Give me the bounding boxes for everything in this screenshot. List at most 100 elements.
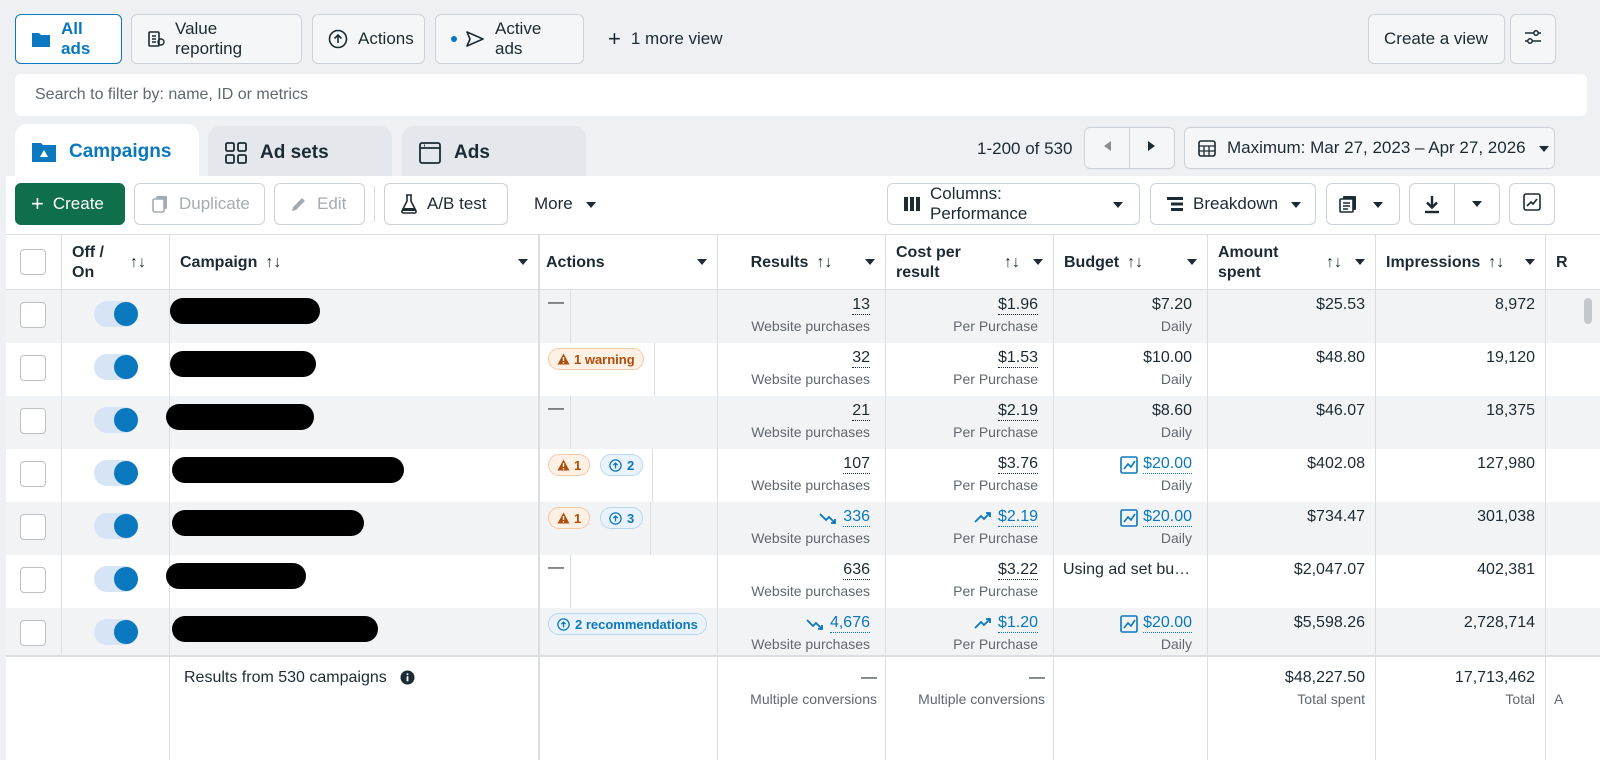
results-value[interactable]: 4,676 <box>806 614 870 633</box>
reports-button[interactable] <box>1326 183 1400 225</box>
results-value[interactable]: 32 <box>852 349 870 368</box>
campaign-toggle[interactable] <box>94 513 138 539</box>
view-actions[interactable]: Actions <box>312 14 425 64</box>
budget-amount[interactable]: $20.00 <box>1143 455 1192 474</box>
row-checkbox[interactable] <box>20 461 46 487</box>
column-menu-icon[interactable] <box>697 259 707 265</box>
duplicate-button[interactable]: Duplicate <box>134 183 265 225</box>
recommendation-badge[interactable]: 2 recommendations <box>548 613 707 635</box>
row-checkbox[interactable] <box>20 514 46 540</box>
search-input[interactable]: Search to filter by: name, ID or metrics <box>15 74 1587 116</box>
cost-number[interactable]: $3.76 <box>997 455 1038 474</box>
export-button[interactable] <box>1409 183 1500 225</box>
campaign-name-cell[interactable] <box>170 449 540 502</box>
warning-badge[interactable]: 1 warning <box>548 348 644 370</box>
row-checkbox[interactable] <box>20 355 46 381</box>
cost-number[interactable]: $2.19 <box>997 508 1038 527</box>
info-icon[interactable] <box>400 670 415 690</box>
cost-value[interactable]: $3.22 <box>997 561 1038 580</box>
cost-value[interactable]: $3.76 <box>997 455 1038 474</box>
view-settings-button[interactable] <box>1510 14 1556 64</box>
prev-page-button[interactable] <box>1084 127 1130 169</box>
table-row[interactable]: — 13 Website purchases $1.96 Per Purchas… <box>6 290 1600 343</box>
table-row[interactable]: 1 3 336 Website purchases $2.19 Per Purc… <box>6 502 1600 555</box>
budget-value[interactable]: $20.00 <box>1120 455 1192 474</box>
table-row[interactable]: 2 recommendations 4,676 Website purchase… <box>6 608 1600 661</box>
results-value[interactable]: 13 <box>852 296 870 315</box>
date-range-picker[interactable]: Maximum: Mar 27, 2023 – Apr 27, 2026 <box>1184 127 1555 169</box>
more-views-button[interactable]: + 1 more view <box>608 14 723 64</box>
column-menu-icon[interactable] <box>1525 259 1535 265</box>
header-results[interactable]: Results ↑↓ <box>718 235 886 291</box>
view-all-ads[interactable]: All ads <box>15 14 122 64</box>
campaign-name-cell[interactable] <box>170 608 540 661</box>
budget-amount[interactable]: $20.00 <box>1143 508 1192 527</box>
table-row[interactable]: 1 warning 32 Website purchases $1.53 Per… <box>6 343 1600 396</box>
results-number[interactable]: 13 <box>852 296 870 315</box>
create-button[interactable]: + Create <box>15 183 125 225</box>
columns-button[interactable]: Columns: Performance <box>887 183 1140 225</box>
view-active-ads[interactable]: Active ads <box>435 14 584 64</box>
table-row[interactable]: — 21 Website purchases $2.19 Per Purchas… <box>6 396 1600 449</box>
warning-badge[interactable]: 1 <box>548 507 591 529</box>
column-menu-icon[interactable] <box>1033 259 1043 265</box>
results-number[interactable]: 4,676 <box>829 614 870 633</box>
more-button[interactable]: More <box>518 183 618 225</box>
column-menu-icon[interactable] <box>1187 259 1197 265</box>
header-next-column[interactable]: R <box>1546 235 1600 291</box>
budget-amount[interactable]: $20.00 <box>1143 614 1192 633</box>
row-checkbox[interactable] <box>20 567 46 593</box>
campaign-name-cell[interactable] <box>170 502 540 555</box>
results-number[interactable]: 32 <box>852 349 870 368</box>
results-value[interactable]: 636 <box>843 561 870 580</box>
campaign-toggle[interactable] <box>94 619 138 645</box>
results-number[interactable]: 107 <box>843 455 870 474</box>
row-checkbox[interactable] <box>20 302 46 328</box>
table-row[interactable]: 1 2 107 Website purchases $3.76 Per Purc… <box>6 449 1600 502</box>
header-budget[interactable]: Budget ↑↓ <box>1054 235 1208 291</box>
cost-value[interactable]: $2.19 <box>997 402 1038 421</box>
select-all-checkbox[interactable] <box>20 249 46 275</box>
results-value[interactable]: 336 <box>819 508 870 527</box>
header-off-on[interactable]: Off / On ↑↓ <box>62 235 170 291</box>
results-value[interactable]: 21 <box>852 402 870 421</box>
cost-number[interactable]: $1.96 <box>997 296 1038 315</box>
view-value-reporting[interactable]: Value reporting <box>131 14 302 64</box>
charts-button[interactable] <box>1509 183 1555 225</box>
cost-value[interactable]: $2.19 <box>974 508 1038 527</box>
tab-campaigns[interactable]: Campaigns <box>15 124 199 180</box>
campaign-name-cell[interactable] <box>170 290 540 343</box>
row-checkbox[interactable] <box>20 620 46 646</box>
header-amount-spent[interactable]: Amount spent ↑↓ <box>1208 235 1376 291</box>
cost-number[interactable]: $2.19 <box>997 402 1038 421</box>
campaign-toggle[interactable] <box>94 301 138 327</box>
column-menu-icon[interactable] <box>865 259 875 265</box>
cost-number[interactable]: $3.22 <box>997 561 1038 580</box>
results-number[interactable]: 636 <box>843 561 870 580</box>
create-view-button[interactable]: Create a view <box>1368 14 1505 64</box>
column-menu-icon[interactable] <box>1355 259 1365 265</box>
campaign-name-cell[interactable] <box>170 343 540 396</box>
campaign-toggle[interactable] <box>94 354 138 380</box>
header-impressions[interactable]: Impressions ↑↓ <box>1376 235 1546 291</box>
campaign-toggle[interactable] <box>94 407 138 433</box>
column-menu-icon[interactable] <box>518 259 528 265</box>
recommendation-badge[interactable]: 3 <box>600 507 644 529</box>
campaign-name-cell[interactable] <box>166 555 540 608</box>
header-cost-per-result[interactable]: Cost per result ↑↓ <box>886 235 1054 291</box>
campaign-toggle[interactable] <box>94 460 138 486</box>
cost-value[interactable]: $1.53 <box>997 349 1038 368</box>
table-row[interactable]: — 636 Website purchases $3.22 Per Purcha… <box>6 555 1600 608</box>
warning-badge[interactable]: 1 <box>548 454 591 476</box>
cost-number[interactable]: $1.53 <box>997 349 1038 368</box>
cost-value[interactable]: $1.20 <box>974 614 1038 633</box>
results-value[interactable]: 107 <box>843 455 870 474</box>
edit-button[interactable]: Edit <box>274 183 365 225</box>
budget-value[interactable]: $20.00 <box>1120 508 1192 527</box>
breakdown-button[interactable]: Breakdown <box>1150 183 1316 225</box>
vertical-scrollbar[interactable] <box>1584 298 1592 324</box>
results-number[interactable]: 21 <box>852 402 870 421</box>
cost-number[interactable]: $1.20 <box>997 614 1038 633</box>
recommendation-badge[interactable]: 2 <box>600 454 644 476</box>
cost-value[interactable]: $1.96 <box>997 296 1038 315</box>
